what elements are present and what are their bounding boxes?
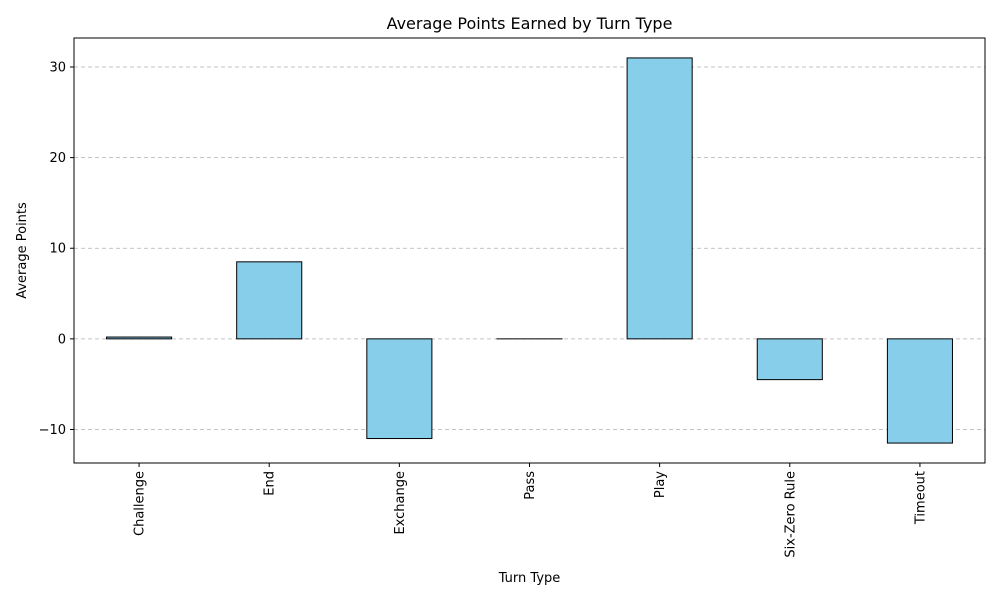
chart-title: Average Points Earned by Turn Type <box>387 14 673 33</box>
x-tick-label: Timeout <box>913 471 928 525</box>
y-axis-ticks: −10 0 10 20 30 <box>39 60 74 438</box>
bar-six-zero-rule <box>756 338 823 381</box>
x-tick-label: Pass <box>523 471 538 500</box>
y-tick-label: 20 <box>49 151 66 166</box>
y-tick-label: 30 <box>49 60 66 75</box>
x-tick-label: Exchange <box>393 471 408 535</box>
x-tick-label: Six-Zero Rule <box>783 471 798 558</box>
bar-exchange <box>366 338 433 440</box>
bar-end <box>236 261 303 340</box>
x-axis-label: Turn Type <box>498 571 561 586</box>
grid-lines <box>74 66 985 430</box>
bar-play <box>626 57 693 340</box>
y-tick-label: 0 <box>58 332 66 347</box>
y-axis-label: Average Points <box>15 202 30 299</box>
plot-frame <box>73 37 986 464</box>
y-tick-label: −10 <box>39 423 66 438</box>
x-axis-ticks: Challenge End Exchange Pass Play Six-Zero Rul… <box>133 463 928 558</box>
x-tick-label: Challenge <box>133 471 148 536</box>
bar-challenge <box>106 336 173 340</box>
bars <box>106 57 953 444</box>
bar-timeout <box>886 338 953 444</box>
x-tick-label: Play <box>653 471 668 498</box>
x-tick-label: End <box>263 471 278 496</box>
y-tick-label: 10 <box>49 242 66 257</box>
